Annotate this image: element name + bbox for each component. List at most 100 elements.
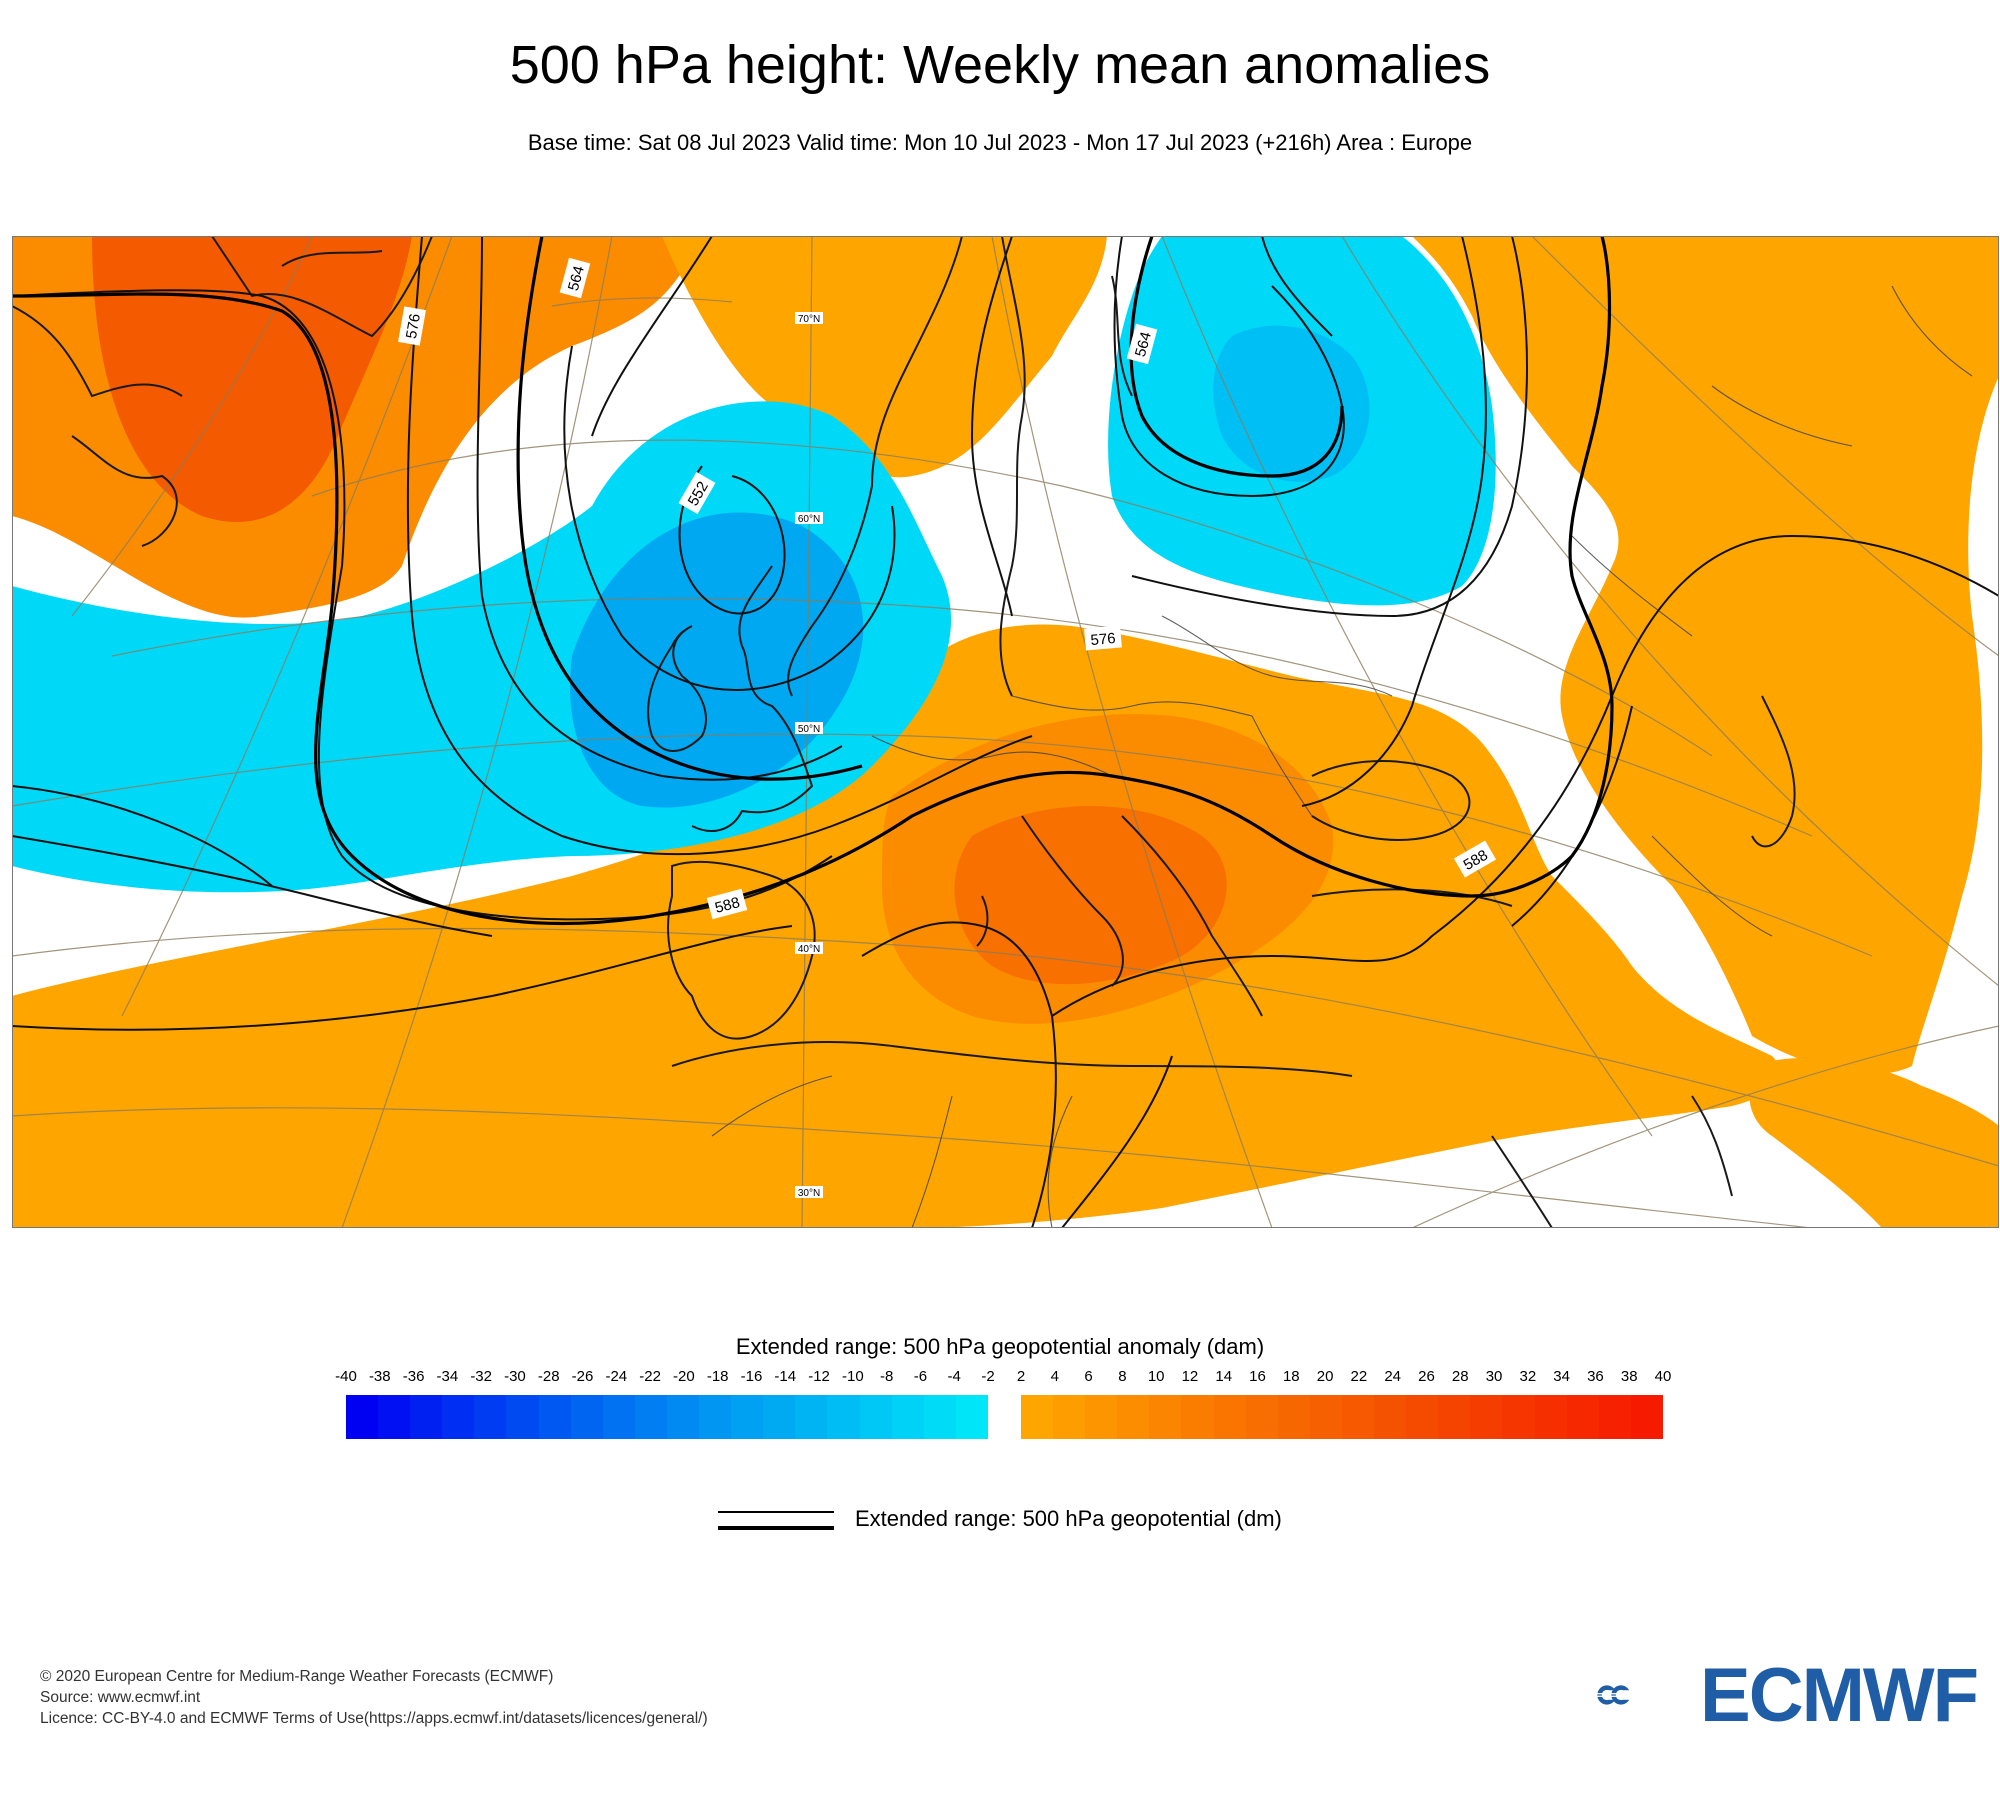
lat-label: 60°N (795, 512, 823, 525)
colorbar-swatch (1277, 1395, 1310, 1439)
geopotential-legend-lines (718, 1511, 834, 1530)
colorbar-swatch (1085, 1395, 1118, 1439)
colorbar-swatch (442, 1395, 475, 1439)
colorbar-swatch (763, 1395, 796, 1439)
colorbar-tick-label: 16 (1249, 1368, 1266, 1385)
colorbar-swatch (1021, 1395, 1054, 1439)
colorbar-tick-label: -28 (537, 1368, 560, 1385)
chart-title: 500 hPa height: Weekly mean anomalies (509, 35, 1491, 95)
colorbar-tick-label: 8 (1118, 1368, 1127, 1385)
colorbar-swatch (827, 1395, 860, 1439)
colorbar-swatch (1630, 1395, 1663, 1439)
map-frame (12, 236, 1999, 1228)
chart-subtitle: Base time: Sat 08 Jul 2023 Valid time: M… (527, 130, 1473, 155)
geopotential-contours (12, 236, 1999, 1228)
geopotential-contours-thick (12, 236, 1614, 926)
colorbar-swatch (1181, 1395, 1214, 1439)
colorbar-tick-label: -8 (879, 1368, 894, 1385)
lat-label: 70°N (795, 312, 823, 325)
colorbar-swatch (1374, 1395, 1407, 1439)
colorbar-tick-label: -38 (368, 1368, 391, 1385)
latitude-labels: 70°N 60°N 50°N 40°N 30°N (795, 312, 823, 1199)
contour-labels: 576 564 552 564 576 588 (398, 257, 1497, 920)
colorbar-tick-label: 38 (1620, 1368, 1638, 1385)
colorbar-swatch (1566, 1395, 1599, 1439)
svg-text:50°N: 50°N (798, 724, 820, 735)
colorbar-swatch (666, 1395, 700, 1439)
source-text: Source: www.ecmwf.int (40, 1689, 201, 1706)
colorbar-tick-label: 24 (1384, 1368, 1402, 1385)
positive-anomaly-northwest-core (92, 236, 412, 522)
contour-label: 564 (1126, 323, 1158, 365)
colorbar-tick-label: -36 (402, 1368, 425, 1385)
colorbar-tick-label: 14 (1215, 1368, 1233, 1385)
lat-label: 50°N (795, 722, 823, 735)
colorbar-tick-label: 18 (1282, 1368, 1300, 1385)
colorbar-tick-label: -4 (947, 1368, 961, 1385)
svg-text:40°N: 40°N (798, 944, 820, 955)
colorbar-tick-label: 22 (1350, 1368, 1368, 1385)
colorbar-tick-label: -10 (841, 1368, 864, 1385)
colorbar-swatch (1502, 1395, 1535, 1439)
colorbar-tick-label: -12 (808, 1368, 830, 1385)
colorbar-swatch (859, 1395, 892, 1439)
colorbar-swatch (699, 1395, 732, 1439)
colorbar-swatch (1053, 1395, 1086, 1439)
colorbar-tick-label: 26 (1418, 1368, 1435, 1385)
svg-text:30°N: 30°N (798, 1188, 820, 1199)
positive-anomaly-scandinavia (662, 236, 1107, 478)
colorbar-tick-label: 12 (1181, 1368, 1199, 1385)
colorbar-swatch (1309, 1395, 1342, 1439)
colorbar-tick-label: -30 (504, 1368, 526, 1385)
colorbar-negative (346, 1395, 988, 1439)
colorbar-tick-label: -40 (335, 1368, 357, 1385)
ecmwf-logo-icon (1596, 1685, 1634, 1705)
colorbar-tick-label: 36 (1587, 1368, 1604, 1385)
lat-label: 30°N (795, 1186, 823, 1199)
lat-label: 40°N (795, 942, 823, 955)
colorbar-tick-label: 32 (1519, 1368, 1537, 1385)
credits: © 2020 European Centre for Medium-Range … (40, 1666, 708, 1729)
colorbar-tick-label: 4 (1050, 1368, 1059, 1385)
colorbar-swatch (1245, 1395, 1278, 1439)
colorbar-tick-label: 40 (1654, 1368, 1672, 1385)
svg-text:576: 576 (403, 312, 424, 340)
colorbar-swatch (346, 1395, 379, 1439)
colorbar-tick-label: 2 (1016, 1368, 1026, 1385)
colorbar-swatch (891, 1395, 924, 1439)
contour-label: 576 (1084, 625, 1122, 651)
positive-anomaly-east (1412, 236, 1999, 1075)
ecmwf-logo-text: ECMWF (1700, 1653, 1979, 1738)
svg-text:60°N: 60°N (798, 514, 820, 525)
colorbar-tick-label: -6 (913, 1368, 928, 1385)
colorbar-tick-label: -14 (774, 1368, 797, 1385)
svg-text:588: 588 (713, 894, 742, 917)
colorbar-tick-label: 10 (1147, 1368, 1165, 1385)
colorbar-swatch (1438, 1395, 1471, 1439)
svg-text:576: 576 (1090, 630, 1116, 649)
colorbar-swatch (795, 1395, 828, 1439)
licence-text: Licence: CC-BY-4.0 and ECMWF Terms of Us… (40, 1710, 708, 1727)
svg-text:564: 564 (1132, 330, 1155, 359)
colorbar-tick-label: 6 (1084, 1368, 1093, 1385)
colorbar-tick-label: -20 (673, 1368, 695, 1385)
colorbar-swatch (570, 1395, 603, 1439)
colorbar-tick-label: 28 (1451, 1368, 1469, 1385)
svg-text:70°N: 70°N (798, 314, 820, 325)
colorbar-swatch (410, 1395, 443, 1439)
colorbar-tick-label: -26 (571, 1368, 594, 1385)
colorbar-swatch (923, 1395, 956, 1439)
colorbar-title: Extended range: 500 hPa geopotential ano… (735, 1334, 1265, 1359)
colorbar-swatch (474, 1395, 507, 1439)
colorbar-swatch (602, 1395, 635, 1439)
colorbar-tick-label: -34 (436, 1368, 459, 1385)
colorbar-tick-label: -24 (605, 1368, 628, 1385)
negative-anomaly-northeast-core (1213, 325, 1370, 482)
colorbar-tick-label: -18 (706, 1368, 729, 1385)
colorbar-tick-label: 20 (1316, 1368, 1334, 1385)
contour-label: 564 (559, 257, 591, 299)
colorbar-swatch (1470, 1395, 1503, 1439)
colorbar-tick-label: 30 (1485, 1368, 1503, 1385)
anomaly-map: 576 564 552 564 576 588 (12, 236, 1999, 1228)
colorbar-swatch (1341, 1395, 1375, 1439)
